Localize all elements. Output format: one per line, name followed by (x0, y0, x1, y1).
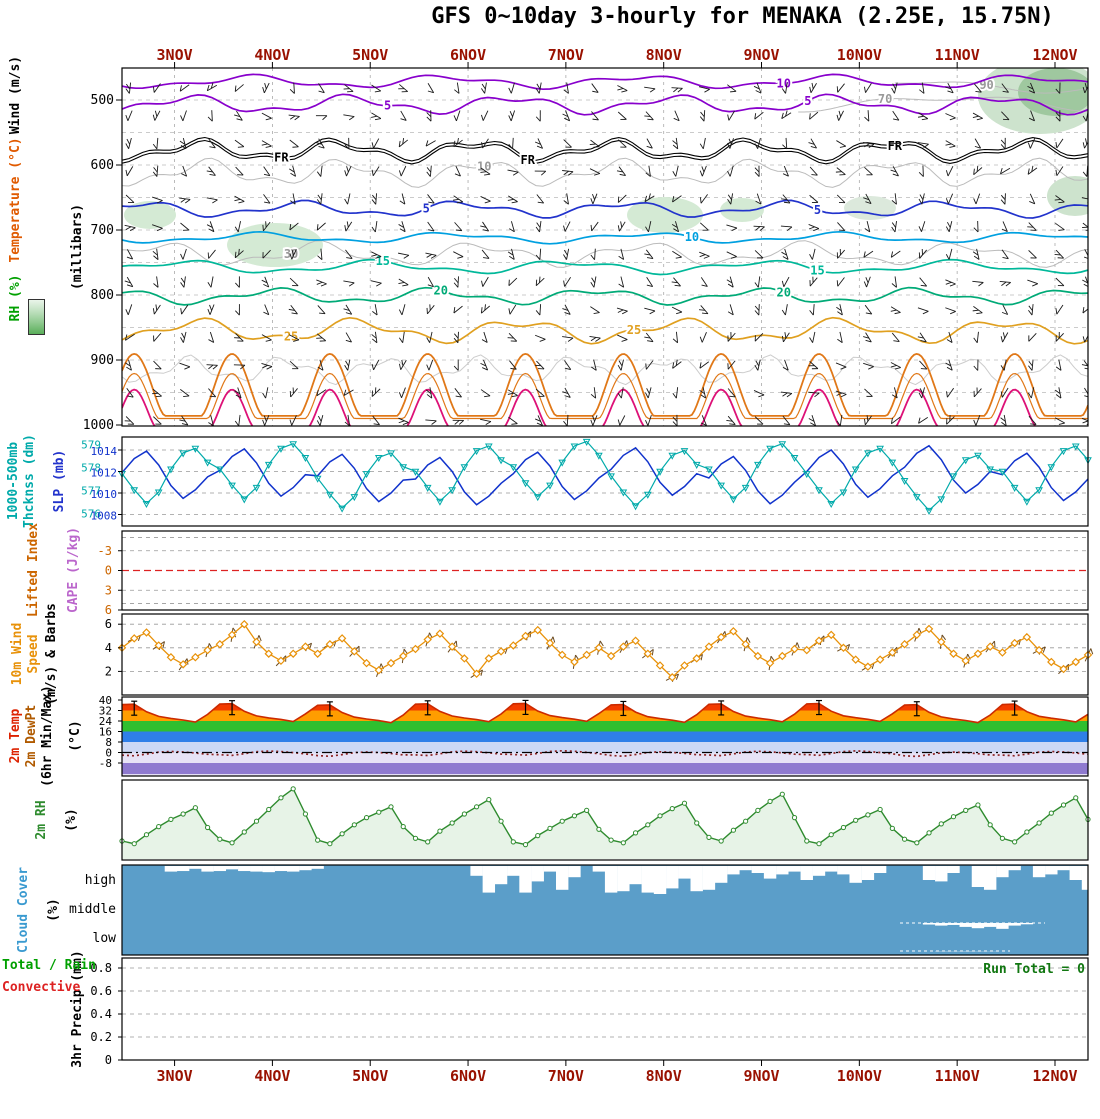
panel-precip: 0.80.60.40.20 (90, 958, 1088, 1067)
panel-cloud-cover (122, 865, 1094, 955)
cloud-row-label-middle: middle (62, 902, 116, 917)
svg-text:10NOV: 10NOV (837, 46, 882, 64)
svg-text:20: 20 (776, 286, 790, 300)
svg-text:15: 15 (810, 263, 824, 277)
svg-text:FR: FR (520, 153, 535, 167)
panel-2m-rh (120, 780, 1090, 860)
svg-text:9NOV: 9NOV (743, 1067, 779, 1085)
svg-text:6NOV: 6NOV (450, 1067, 486, 1085)
svg-text:70: 70 (878, 92, 892, 106)
svg-text:10NOV: 10NOV (837, 1067, 882, 1085)
svg-text:15: 15 (376, 254, 390, 268)
svg-text:4NOV: 4NOV (254, 1067, 290, 1085)
svg-text:6NOV: 6NOV (450, 46, 486, 64)
svg-text:5NOV: 5NOV (352, 46, 388, 64)
svg-text:10: 10 (776, 76, 790, 90)
svg-text:0: 0 (105, 564, 112, 578)
svg-text:FR: FR (888, 139, 903, 153)
precip-total-rain-label: Total / Rain (2, 958, 96, 973)
panel-10m-wind: 2 4 6 (105, 614, 1093, 695)
svg-text:3NOV: 3NOV (157, 1067, 193, 1085)
svg-text:0.2: 0.2 (90, 1030, 112, 1044)
svg-text:5: 5 (384, 99, 391, 113)
svg-text:900: 900 (91, 353, 114, 368)
svg-text:7NOV: 7NOV (548, 46, 584, 64)
rh-colorbar (28, 299, 45, 335)
svg-text:0: 0 (105, 1053, 112, 1067)
svg-text:600: 600 (91, 158, 114, 173)
svg-text:11NOV: 11NOV (935, 1067, 980, 1085)
svg-text:10: 10 (685, 230, 699, 244)
bottom-date-axis: 3NOV 4NOV 5NOV 6NOV 7NOV 8NOV 9NOV 10NOV 11NOV 12… (157, 1060, 1078, 1085)
svg-text:0.6: 0.6 (90, 984, 112, 998)
svg-text:1008: 1008 (91, 510, 118, 523)
precip-convective-label: Convective (2, 980, 80, 995)
svg-text:12NOV: 12NOV (1032, 46, 1077, 64)
svg-text:1000: 1000 (83, 418, 114, 433)
run-total-label: Run Total = 0 (945, 962, 1085, 977)
ylabel-millibars: (millibars) (69, 137, 87, 357)
svg-text:1012: 1012 (91, 467, 118, 480)
svg-text:3NOV: 3NOV (157, 46, 193, 64)
svg-text:800: 800 (91, 288, 114, 303)
svg-text:7NOV: 7NOV (548, 1067, 584, 1085)
svg-text:8NOV: 8NOV (646, 46, 682, 64)
svg-text:20: 20 (434, 283, 448, 297)
ylabel-2m-rh-units: (%) (63, 710, 81, 930)
svg-text:FR: FR (274, 151, 289, 165)
svg-text:30: 30 (284, 247, 298, 261)
svg-text:4NOV: 4NOV (254, 46, 290, 64)
svg-text:8NOV: 8NOV (646, 1067, 682, 1085)
svg-text:2: 2 (105, 664, 112, 678)
svg-text:700: 700 (91, 223, 114, 238)
svg-text:1010: 1010 (91, 488, 118, 501)
cloud-row-label-high: high (62, 873, 116, 888)
cloud-row-label-low: low (62, 931, 116, 946)
svg-text:5: 5 (423, 201, 430, 215)
svg-text:25: 25 (284, 330, 298, 344)
svg-text:9NOV: 9NOV (743, 46, 779, 64)
svg-text:5: 5 (814, 203, 821, 217)
svg-text:4: 4 (105, 641, 112, 655)
svg-text:-3: -3 (98, 544, 112, 558)
svg-text:12NOV: 12NOV (1032, 1067, 1077, 1085)
svg-text:6: 6 (105, 603, 112, 617)
svg-text:3: 3 (105, 583, 112, 597)
svg-text:25: 25 (627, 323, 641, 337)
svg-text:6: 6 (105, 617, 112, 631)
panel-stability: -3 0 3 6 (98, 531, 1088, 617)
svg-text:5: 5 (804, 94, 811, 108)
top-date-axis: 3NOV 4NOV 5NOV 6NOV 7NOV 8NOV 9NOV 10NOV 11NOV 12… (157, 46, 1078, 68)
svg-text:1014: 1014 (91, 445, 118, 458)
svg-text:11NOV: 11NOV (935, 46, 980, 64)
svg-text:500: 500 (91, 93, 114, 108)
svg-text:0.4: 0.4 (90, 1007, 112, 1021)
svg-text:5NOV: 5NOV (352, 1067, 388, 1085)
svg-text:-8: -8 (99, 757, 112, 770)
